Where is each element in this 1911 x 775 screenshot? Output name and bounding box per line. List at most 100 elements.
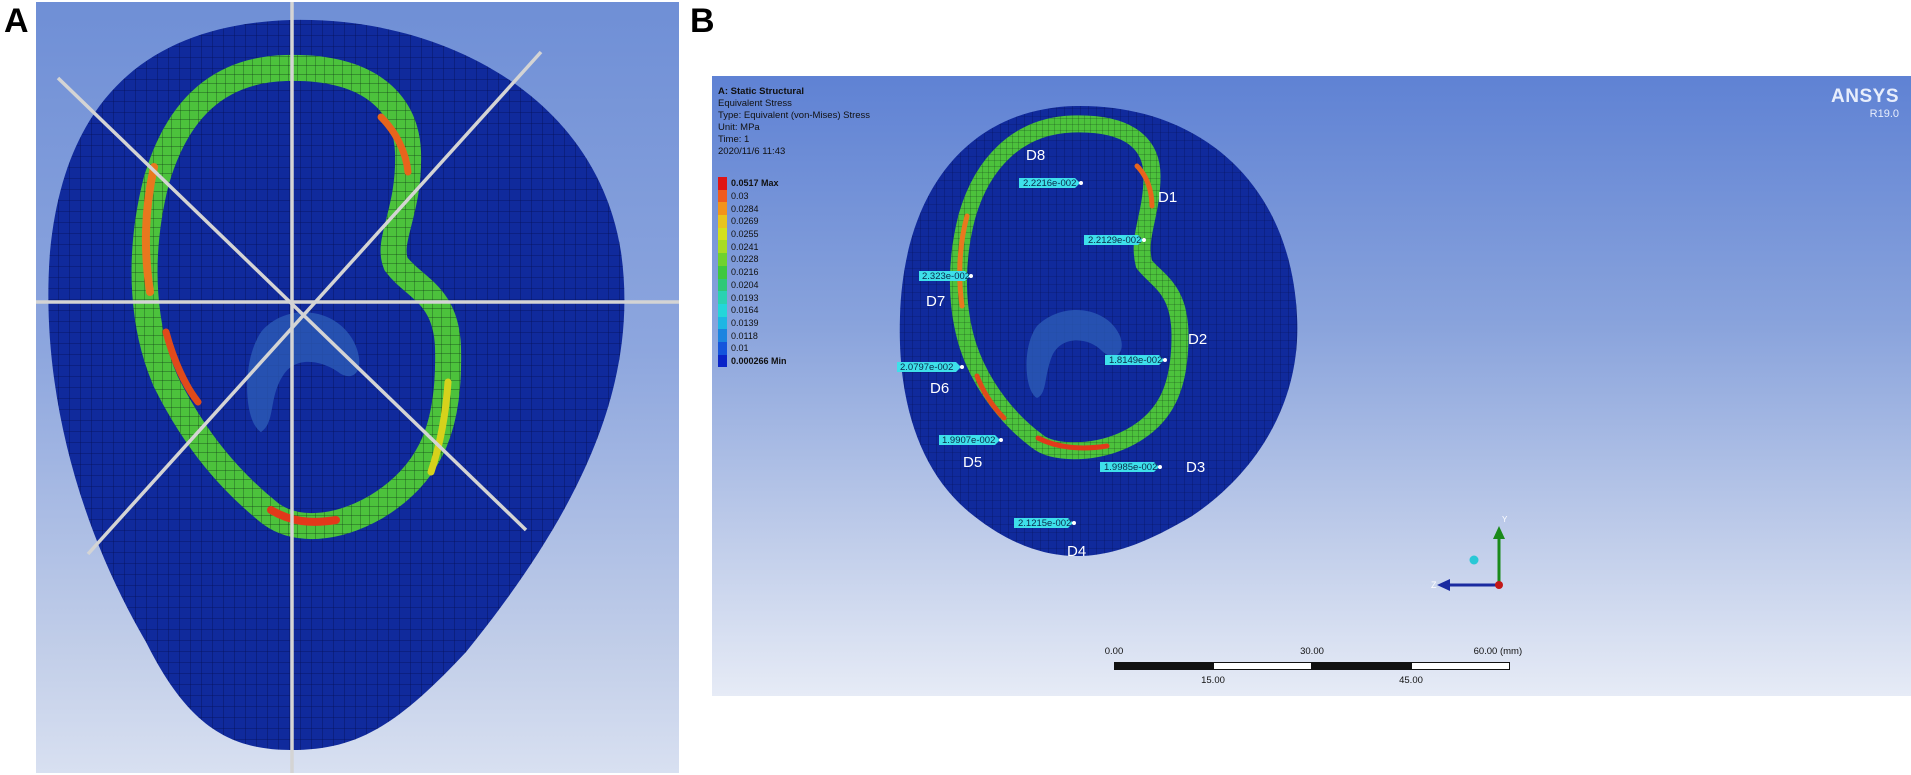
panel-b-model: 2.2216e-002 2.2129e-002 2.323e-002 1.814… — [897, 105, 1508, 591]
legend-label: 0.0204 — [731, 279, 759, 290]
probe-value: 2.323e-002 — [922, 271, 970, 282]
legend-label: 0.0255 — [731, 229, 759, 240]
panel-b-label: B — [690, 2, 715, 40]
result-line: Time: 1 — [718, 134, 750, 145]
probe-value: 1.9907e-002 — [942, 435, 995, 446]
scale-segment — [1213, 662, 1312, 670]
scale-tick-label: 15.00 — [1201, 675, 1225, 686]
probe-value: 2.2129e-002 — [1088, 235, 1141, 246]
hotspot — [141, 163, 158, 296]
region-label: D8 — [1026, 147, 1045, 164]
legend-label: 0.0164 — [731, 305, 759, 316]
result-line: 2020/11/6 11:43 — [718, 146, 786, 157]
legend-entry: 0.0241 — [718, 240, 787, 254]
legend-entry: 0.0139 — [718, 316, 787, 330]
probe-value: 2.0797e-002 — [900, 362, 953, 373]
legend-entry: 0.0193 — [718, 291, 787, 304]
legend-entry: 0.0269 — [718, 215, 787, 228]
probe-flag[interactable]: 2.1215e-002 — [1014, 518, 1076, 529]
legend-label: 0.0118 — [731, 330, 758, 341]
legend-label: 0.0284 — [731, 203, 759, 214]
stress-legend: 0.0517 Max 0.03 0.0284 0.0269 0.0255 0.0241 0.… — [718, 177, 787, 368]
region-label: D4 — [1067, 543, 1086, 560]
panel-a-label: A — [4, 2, 29, 40]
result-line: Unit: MPa — [718, 122, 760, 133]
probe-value: 2.1215e-002 — [1018, 518, 1071, 529]
legend-swatch — [718, 177, 727, 190]
result-line: Type: Equivalent (von-Mises) Stress — [718, 110, 871, 121]
axis-z-label: Z — [1431, 580, 1437, 590]
probe-flags: 2.2216e-002 2.2129e-002 2.323e-002 1.814… — [897, 178, 1167, 529]
legend-entry: 0.0517 Max — [718, 177, 787, 190]
probe-flag[interactable]: 2.0797e-002 — [897, 362, 964, 373]
probe-value: 2.2216e-002 — [1023, 178, 1076, 189]
region-label: D6 — [930, 380, 949, 397]
probe-flag[interactable]: 1.9985e-002 — [1100, 462, 1162, 473]
legend-swatch — [718, 303, 727, 317]
region-label: D2 — [1188, 331, 1207, 348]
probe-value: 1.9985e-002 — [1104, 462, 1157, 473]
legend-swatch — [718, 189, 727, 203]
legend-label: 0.0139 — [731, 317, 759, 328]
legend-label: 0.000266 Min — [731, 355, 787, 366]
legend-entry: 0.01 — [718, 341, 787, 355]
result-header: A: Static Structural Equivalent Stress T… — [718, 86, 870, 158]
legend-label: 0.01 — [731, 343, 749, 354]
software-version: R19.0 — [1869, 108, 1899, 120]
legend-entry: 0.0284 — [718, 202, 787, 216]
guide-lines — [36, 2, 679, 773]
legend-swatch — [718, 354, 727, 368]
legend-swatch — [718, 240, 727, 254]
legend-swatch — [718, 329, 727, 342]
result-line: Equivalent Stress — [718, 98, 792, 109]
legend-entry: 0.0216 — [718, 265, 787, 279]
scale-tick-label: 0.00 — [1104, 646, 1124, 657]
legend-label: 0.0269 — [731, 216, 759, 227]
panel-b-viewport[interactable]: A: Static Structural Equivalent Stress T… — [712, 76, 1911, 696]
legend-entry: 0.0118 — [718, 329, 787, 342]
probe-flag[interactable]: 2.323e-002 — [919, 271, 973, 282]
scale-bar: 0.00 30.00 60.00 (mm) 15.00 45.00 — [1105, 646, 1522, 690]
legend-label: 0.03 — [731, 191, 749, 202]
legend-swatch — [718, 253, 727, 266]
legend-swatch — [718, 202, 727, 216]
scale-segment — [1411, 662, 1510, 670]
legend-label: 0.0216 — [731, 267, 759, 278]
region-label: D3 — [1186, 459, 1205, 476]
region-labels: D8 D1 D7 D2 D6 D5 D3 D4 — [926, 147, 1207, 560]
scale-tick-label: 60.00 (mm) — [1473, 646, 1523, 657]
inner-cavity — [1026, 309, 1122, 398]
legend-label: 0.0193 — [731, 292, 759, 303]
legend-swatch — [718, 215, 727, 228]
legend-entry: 0.03 — [718, 189, 787, 203]
region-label: D5 — [963, 454, 982, 471]
axis-triad[interactable]: Y Z — [1431, 515, 1508, 591]
probe-flag[interactable]: 1.9907e-002 — [939, 435, 1003, 446]
panel-a-model — [36, 2, 679, 773]
legend-swatch — [718, 316, 727, 330]
software-name: ANSYS — [1831, 86, 1899, 107]
legend-entry: 0.0228 — [718, 253, 787, 266]
legend-label: 0.0517 Max — [731, 178, 779, 189]
legend-entry: 0.000266 Min — [718, 354, 787, 368]
probe-flag[interactable]: 1.8149e-002 — [1105, 355, 1167, 366]
probe-flag[interactable]: 2.2216e-002 — [1019, 178, 1083, 189]
scale-segment — [1114, 662, 1213, 670]
region-label: D1 — [1158, 189, 1177, 206]
legend-entry: 0.0204 — [718, 278, 787, 292]
legend-entry: 0.0255 — [718, 227, 787, 241]
ansys-logo: ANSYS R19.0 — [1831, 86, 1899, 120]
legend-swatch — [718, 341, 727, 355]
legend-swatch — [718, 291, 727, 304]
scale-tick-label: 45.00 — [1399, 675, 1423, 686]
legend-label: 0.0241 — [731, 241, 759, 252]
probe-value: 1.8149e-002 — [1109, 355, 1162, 366]
legend-swatch — [718, 265, 727, 279]
region-label: D7 — [926, 293, 945, 310]
legend-swatch — [718, 227, 727, 241]
axis-y-label: Y — [1502, 515, 1508, 524]
panel-a-viewport[interactable] — [36, 2, 679, 773]
scale-segment — [1312, 662, 1411, 670]
scale-tick-label: 30.00 — [1300, 646, 1324, 657]
probe-flag[interactable]: 2.2129e-002 — [1084, 235, 1146, 246]
